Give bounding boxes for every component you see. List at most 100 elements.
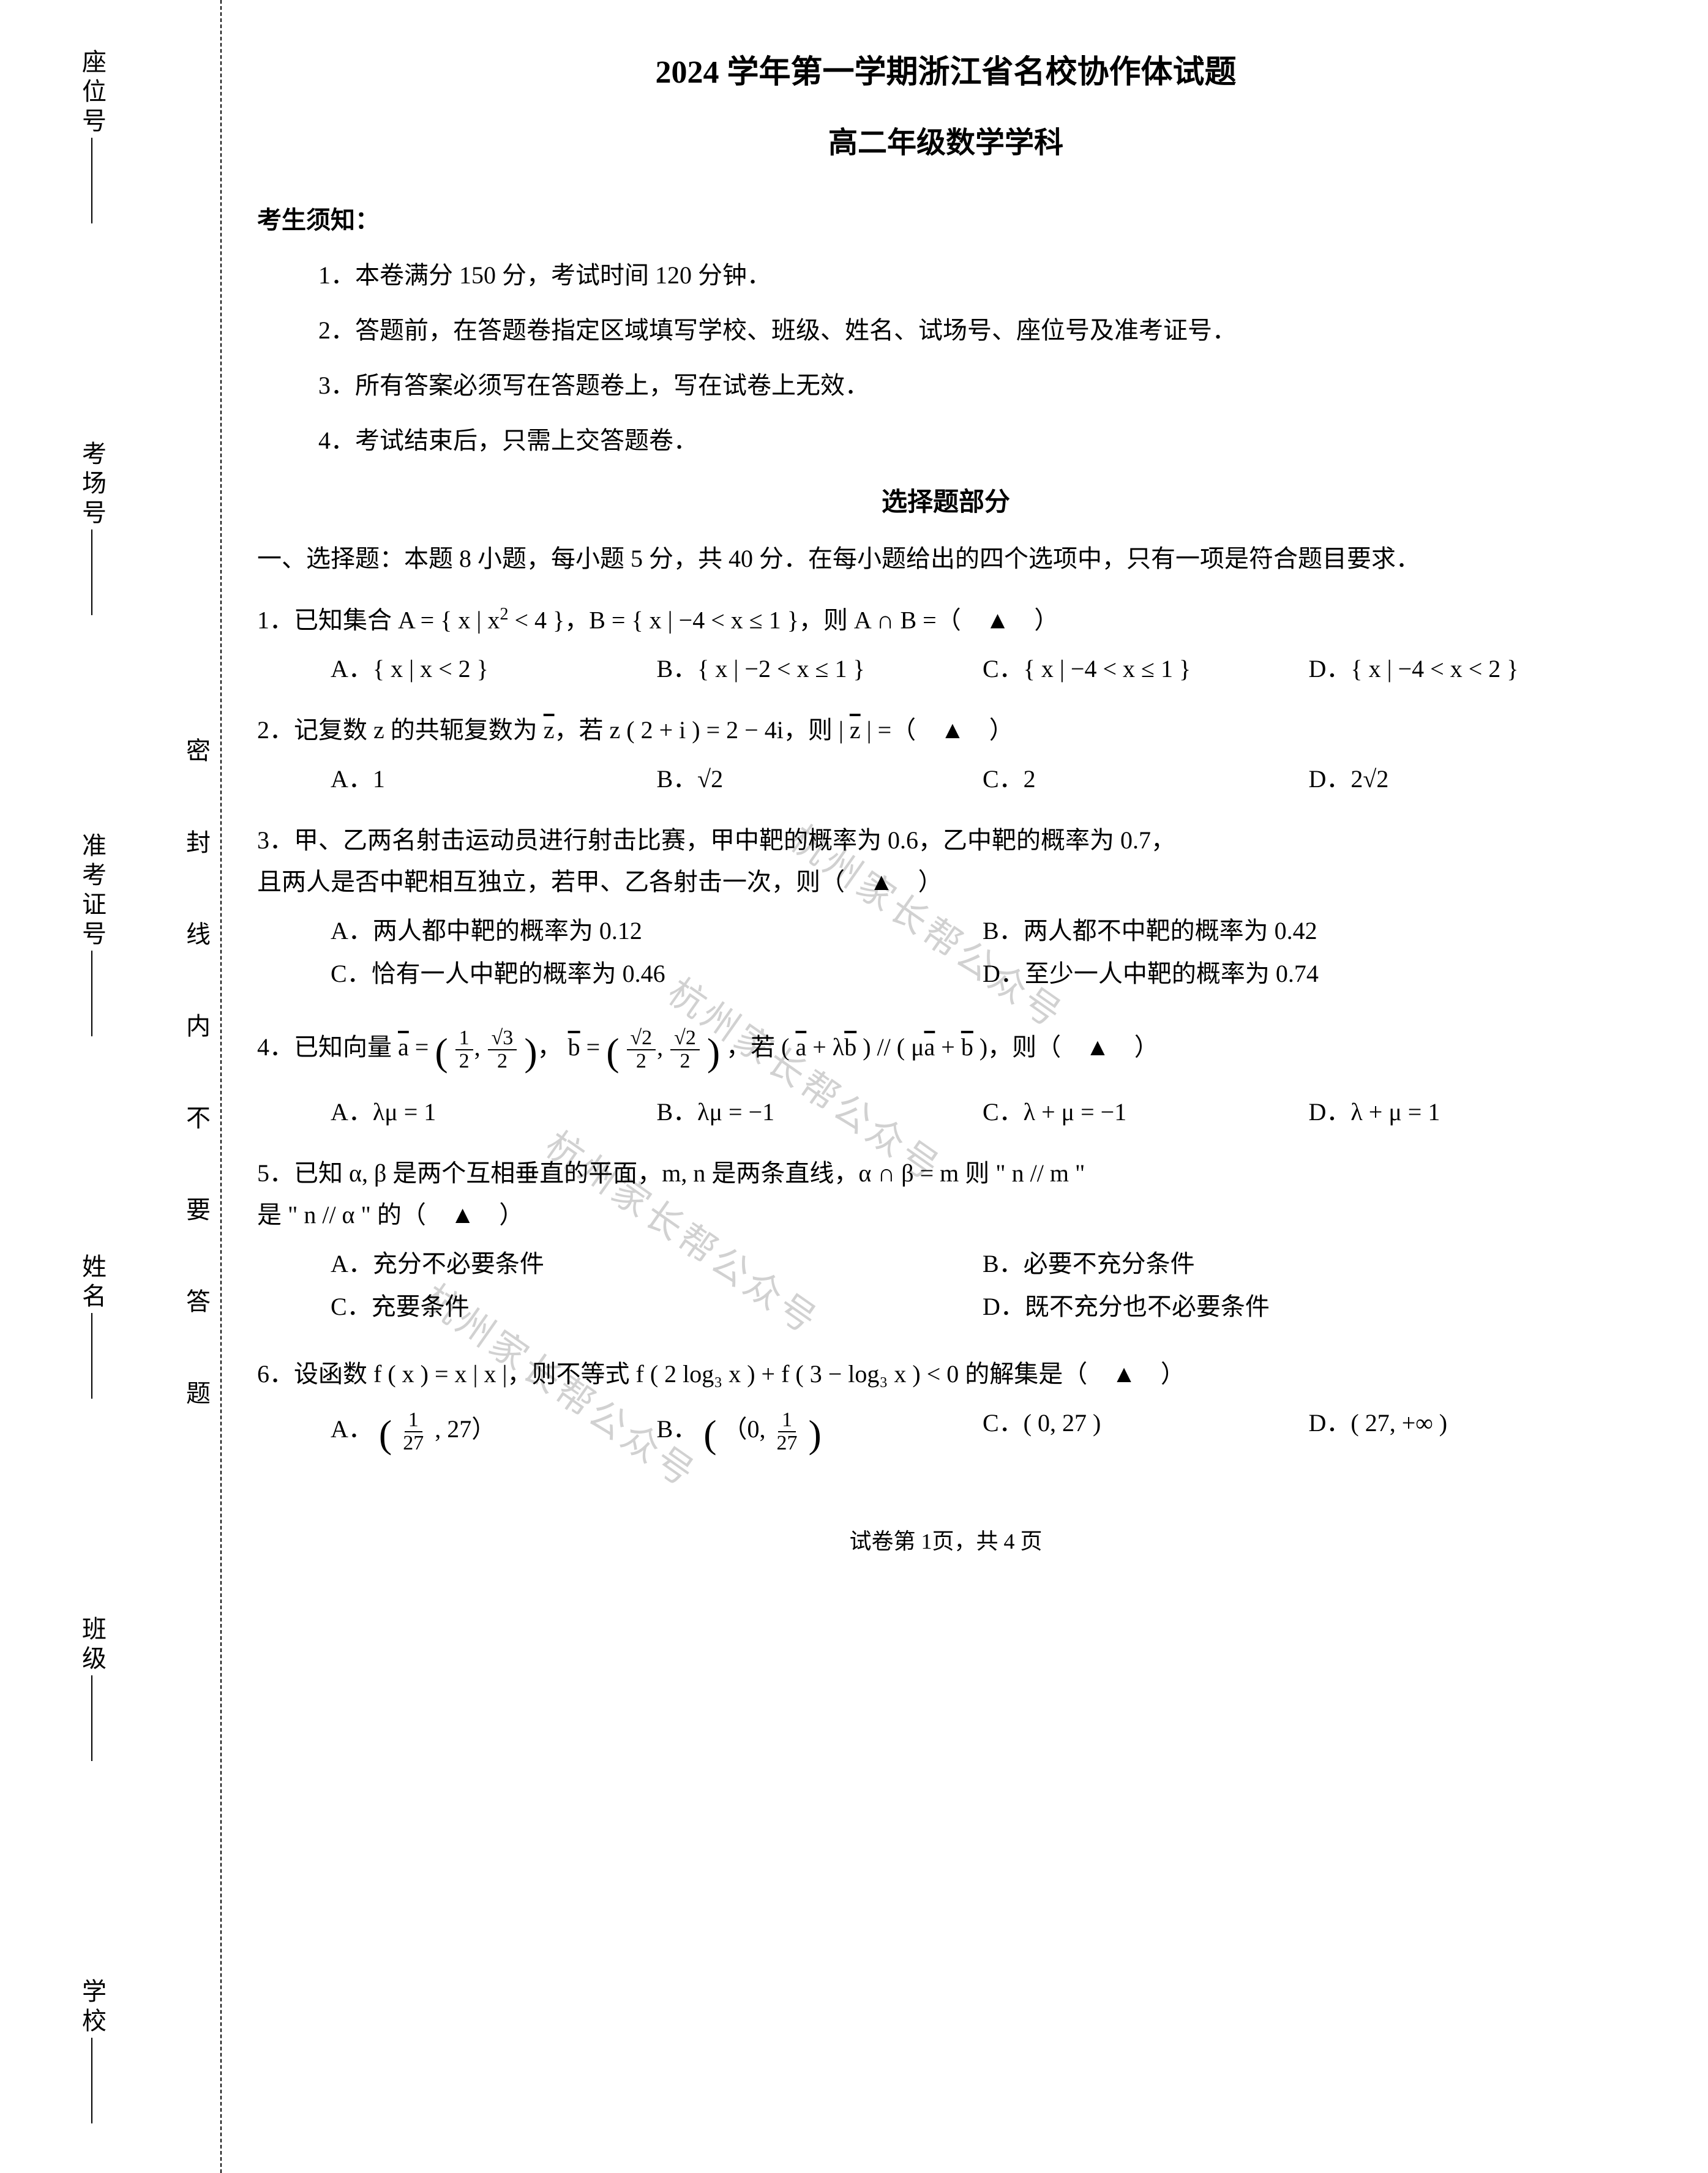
q6-B-pre: B．: [657, 1415, 698, 1443]
lparen-icon: (: [379, 1412, 392, 1456]
q6-options: A． ( 127 , 27） B． ( （0, 127 ) C．( 0, 27 …: [257, 1405, 1635, 1464]
q4-bvec: b: [568, 1033, 580, 1061]
label-name: 姓名: [49, 1254, 135, 1399]
q4-options: A．λμ = 1 B．λμ = −1 C．λ + μ = −1 D．λ + μ …: [257, 1094, 1635, 1131]
q2-D: D．2√2: [1309, 761, 1635, 798]
q6-A: A． ( 127 , 27）: [331, 1405, 657, 1464]
section-heading: 选择题部分: [257, 484, 1635, 522]
seal-dashed-line: [220, 0, 222, 2173]
q2-C: C．2: [983, 761, 1309, 798]
q4-avec2: a: [795, 1033, 806, 1061]
q5-C: C．充要条件: [331, 1288, 983, 1325]
q4-comma1: ，: [537, 1033, 562, 1061]
rparen-icon: ): [524, 1030, 537, 1074]
q1-A: A．{ x | x < 2 }: [331, 651, 657, 687]
exam-page: 座位号 考场号 准考证号 姓名 班级 学校 密 封 线 内 不 要 答 题 20…: [0, 0, 1708, 2173]
q2-zbar2: z: [850, 716, 861, 744]
q6-B-open: （0,: [723, 1415, 772, 1443]
notice-item: 4．考试结束后，只需上交答题卷．: [318, 422, 1635, 459]
q4-bvec3: b: [961, 1033, 973, 1061]
q2-stem-c: | =（ ▲ ）: [861, 716, 1014, 744]
q3-D: D．至少一人中靶的概率为 0.74: [983, 956, 1635, 992]
q5-stem-2: 是 " n // α " 的（ ▲ ）: [257, 1197, 1635, 1233]
label-room: 考场号: [49, 441, 135, 616]
q4-plus: +: [935, 1033, 961, 1061]
page-title: 2024 学年第一学期浙江省名校协作体试题: [257, 49, 1635, 97]
page-subtitle: 高二年级数学学科: [257, 121, 1635, 165]
label-room-text: 考场号: [73, 441, 110, 529]
q4-stem-c: ) // ( μ: [863, 1033, 924, 1061]
question-1: 1．已知集合 A = { x | x2 < 4 }，B = { x | −4 <…: [257, 602, 1635, 687]
q2-stem-a: 2．记复数 z 的共轭复数为: [257, 716, 544, 744]
question-3: 3．甲、乙两名射击运动员进行射击比赛，甲中靶的概率为 0.6，乙中靶的概率为 0…: [257, 822, 1635, 998]
notice-heading: 考生须知：: [257, 202, 1635, 239]
q3-C: C．恰有一人中靶的概率为 0.46: [331, 956, 983, 992]
q4-D: D．λ + μ = 1: [1309, 1094, 1635, 1131]
q3-stem-1: 3．甲、乙两名射击运动员进行射击比赛，甲中靶的概率为 0.6，乙中靶的概率为 0…: [257, 822, 1635, 859]
question-2: 2．记复数 z 的共轭复数为 z，若 z ( 2 + i ) = 2 − 4i，…: [257, 712, 1635, 798]
q2-zbar1: z: [544, 716, 555, 744]
q5-D: D．既不充分也不必要条件: [983, 1288, 1635, 1325]
q4-frac-r2-2b: √22: [670, 1027, 700, 1072]
q2-A: A．1: [331, 761, 657, 798]
exam-content: 2024 学年第一学期浙江省名校协作体试题 高二年级数学学科 考生须知： 1．本…: [220, 0, 1708, 2173]
seal-text: 密 封 线 内 不 要 答 题: [178, 738, 214, 1435]
q4-stem-b: ，若 (: [726, 1033, 795, 1061]
label-seat-text: 座位号: [73, 49, 110, 137]
label-class-text: 班级: [73, 1616, 110, 1675]
lparen-icon: (: [606, 1030, 619, 1074]
label-examid-text: 准考证号: [73, 832, 110, 950]
q4-frac-r2-2a: √22: [627, 1027, 656, 1072]
lparen-icon: (: [703, 1412, 716, 1456]
q3-stem-2: 且两人是否中靶相互独立，若甲、乙各射击一次，则（ ▲ ）: [257, 864, 1635, 900]
q1-D: D．{ x | −4 < x < 2 }: [1309, 651, 1635, 687]
question-5: 5．已知 α, β 是两个互相垂直的平面，m, n 是两条直线，α ∩ β = …: [257, 1155, 1635, 1331]
notice-item: 3．所有答案必须写在答题卷上，写在试卷上无效．: [318, 367, 1635, 404]
q6-B: B． ( （0, 127 ): [657, 1405, 983, 1464]
q1-options: A．{ x | x < 2 } B．{ x | −2 < x ≤ 1 } C．{…: [257, 651, 1635, 687]
q4-C: C．λ + μ = −1: [983, 1094, 1309, 1131]
label-school-text: 学校: [73, 1978, 110, 2037]
q3-A: A．两人都中靶的概率为 0.12: [331, 913, 983, 949]
q6-stem: 6．设函数 f ( x ) = x | x |，则不等式 f ( 2 log₃ …: [257, 1356, 1635, 1393]
q6-frac-1-27a: 127: [399, 1409, 427, 1454]
notice-item: 1．本卷满分 150 分，考试时间 120 分钟．: [318, 257, 1635, 294]
q1-stem-a: 1．已知集合 A = { x | x: [257, 606, 500, 634]
q6-A-pre: A．: [331, 1415, 373, 1443]
label-name-text: 姓名: [73, 1254, 110, 1312]
q4-eq2: =: [580, 1033, 607, 1061]
q6-frac-1-27b: 127: [773, 1409, 801, 1454]
q3-B: B．两人都不中靶的概率为 0.42: [983, 913, 1635, 949]
q4-stem-d: )，则（ ▲ ）: [979, 1033, 1159, 1061]
notice-list: 1．本卷满分 150 分，考试时间 120 分钟． 2．答题前，在答题卷指定区域…: [257, 257, 1635, 459]
q2-stem-b: ，若 z ( 2 + i ) = 2 − 4i，则 |: [555, 716, 850, 744]
q6-D: D．( 27, +∞ ): [1309, 1405, 1635, 1464]
q5-A: A．充分不必要条件: [331, 1246, 983, 1282]
q4-frac-1-2: 12: [455, 1027, 473, 1072]
seal-line-column: 密 封 线 内 不 要 答 题: [171, 0, 220, 2173]
q1-stem-b: < 4 }，B = { x | −4 < x ≤ 1 }，则 A ∩ B =（ …: [508, 606, 1058, 634]
question-6: 6．设函数 f ( x ) = x | x |，则不等式 f ( 2 log₃ …: [257, 1356, 1635, 1464]
label-school: 学校: [49, 1978, 135, 2124]
q4-eq1: =: [409, 1033, 435, 1061]
q5-B: B．必要不充分条件: [983, 1246, 1635, 1282]
question-4: 4．已知向量 a = ( 12, √32 )， b = ( √22, √22 )…: [257, 1023, 1635, 1131]
q4-frac-r3-2: √32: [488, 1027, 517, 1072]
page-footer: 试卷第 1页，共 4 页: [257, 1525, 1635, 1558]
q5-stem-1: 5．已知 α, β 是两个互相垂直的平面，m, n 是两条直线，α ∩ β = …: [257, 1155, 1635, 1192]
section-instructions: 一、选择题：本题 8 小题，每小题 5 分，共 40 分．在每小题给出的四个选项…: [257, 540, 1635, 577]
q3-options: A．两人都中靶的概率为 0.12 B．两人都不中靶的概率为 0.42 C．恰有一…: [257, 913, 1635, 998]
label-class: 班级: [49, 1616, 135, 1762]
q4-B: B．λμ = −1: [657, 1094, 983, 1131]
rparen-icon: ): [809, 1412, 822, 1456]
q2-B: B．√2: [657, 761, 983, 798]
rparen-icon: ): [707, 1030, 720, 1074]
q4-stem-a: 4．已知向量: [257, 1033, 398, 1061]
q4-pl: + λ: [806, 1033, 844, 1061]
q4-A: A．λμ = 1: [331, 1094, 657, 1131]
q1-C: C．{ x | −4 < x ≤ 1 }: [983, 651, 1309, 687]
label-seat: 座位号: [49, 49, 135, 224]
q1-sq: 2: [500, 605, 508, 624]
q6-C: C．( 0, 27 ): [983, 1405, 1309, 1464]
q5-options: A．充分不必要条件 B．必要不充分条件 C．充要条件 D．既不充分也不必要条件: [257, 1246, 1635, 1331]
